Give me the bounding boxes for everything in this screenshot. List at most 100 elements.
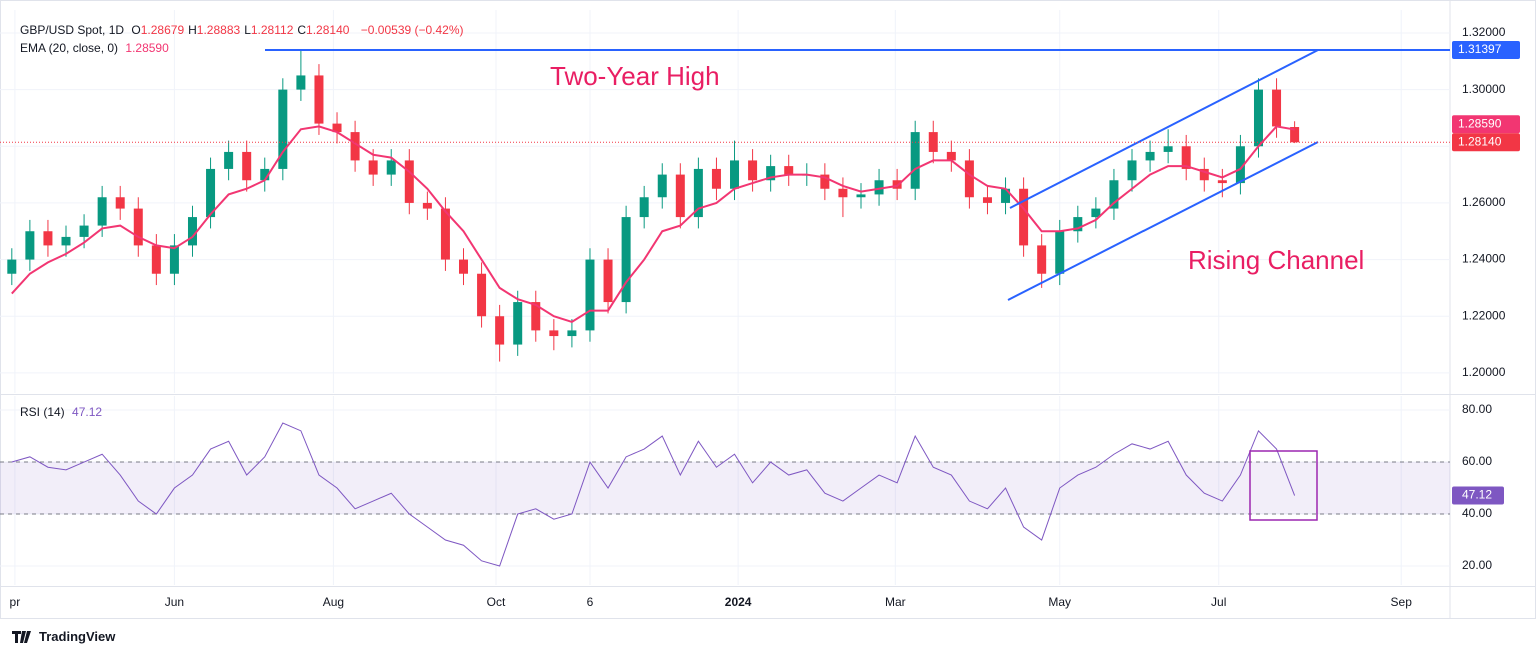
candle-body (730, 160, 740, 189)
y-tick-label: 1.24000 (1462, 252, 1506, 266)
ohlc-key: H (188, 23, 197, 37)
candle-body (1091, 208, 1101, 218)
price-header: GBP/USD Spot, 1D O1.28679 H1.28883 L1.2811… (20, 23, 468, 37)
rsi-name: RSI (14) (20, 405, 65, 419)
y-tick-label: 1.26000 (1462, 195, 1506, 209)
rsi-value: 47.12 (72, 405, 103, 419)
candle-body (187, 217, 197, 246)
candle-body (224, 151, 234, 169)
ema-label: 1.28590 (1458, 116, 1502, 130)
y-tick-label: 60.00 (1462, 454, 1492, 468)
candle-body (1109, 180, 1119, 209)
candle-body (748, 160, 758, 181)
candle-body (1163, 146, 1173, 152)
candle-body (404, 160, 414, 203)
ohlc-value: 1.28112 (250, 23, 294, 37)
logo (12, 630, 31, 643)
candle-body (133, 208, 143, 246)
y-tick-label: 20.00 (1462, 558, 1492, 572)
candle-body (368, 160, 378, 175)
candle-body (820, 174, 830, 189)
candle-body (1073, 217, 1083, 232)
candle-body (784, 166, 794, 175)
candle-body (567, 330, 577, 337)
y-tick-label: 1.22000 (1462, 308, 1506, 322)
price-label-box (1452, 133, 1520, 152)
footer: TradingView (12, 629, 115, 644)
candle-body (639, 197, 649, 218)
candle-body (459, 259, 469, 274)
ohlc-key: O (131, 23, 141, 37)
candle-body (549, 330, 559, 337)
candle-body (115, 197, 125, 209)
price-label: 1.28140 (1458, 134, 1502, 148)
ohlc-key: L (244, 23, 251, 37)
hline-label-box (1452, 41, 1520, 60)
ema-value: 1.28590 (125, 41, 169, 55)
x-tick-label: Mar (885, 595, 906, 609)
rsi-highlight (1249, 450, 1318, 521)
brand: TradingView (39, 629, 116, 644)
candle-body (1235, 146, 1245, 184)
candle-body (711, 168, 721, 189)
channel-upper (1009, 49, 1319, 209)
candle-body (1145, 151, 1155, 161)
candle-body (1199, 168, 1209, 181)
candle-body (766, 166, 776, 181)
x-tick-label: Jun (165, 595, 184, 609)
candle-body (621, 217, 631, 303)
ohlc-value: 1.28140 (306, 23, 350, 37)
x-tick-label: Sep (1391, 595, 1413, 609)
candle-body (1217, 180, 1227, 184)
candle-body (693, 168, 703, 218)
ohlc: O1.28679 H1.28883 L1.28112 C1.28140 (131, 23, 353, 37)
candle-body (513, 302, 523, 345)
ohlc-value: 1.28883 (196, 23, 241, 37)
candle-body (657, 174, 667, 198)
candle-body (314, 75, 324, 124)
candle-body (422, 202, 432, 209)
candle-body (1253, 89, 1263, 147)
candle-body (982, 197, 992, 203)
y-tick-label: 80.00 (1462, 402, 1492, 416)
candle-body (151, 245, 161, 274)
x-tick-label: Jul (1211, 595, 1226, 609)
candle-body (386, 160, 396, 175)
ohlc-key: C (297, 23, 307, 37)
candle-body (531, 302, 541, 331)
candle-body (1037, 245, 1047, 274)
y-tick-label: 40.00 (1462, 506, 1492, 520)
rsi-band (0, 462, 1450, 515)
candle-body (440, 208, 450, 260)
rsi-label-box (1452, 486, 1504, 505)
candle-body (856, 194, 866, 198)
candle-body (675, 174, 685, 218)
candle-body (495, 316, 505, 345)
plot-border (0, 0, 1536, 619)
candle-body (260, 168, 270, 181)
candle-body (97, 197, 107, 226)
x-tick-label: pr (10, 595, 21, 609)
candle-body (278, 89, 288, 169)
candle-body (7, 259, 17, 274)
y-tick-label: 1.32000 (1462, 25, 1506, 39)
x-tick-label: Aug (323, 595, 344, 609)
candle-body (603, 259, 613, 303)
channel-lower (1007, 141, 1319, 301)
candle-body (332, 123, 342, 133)
x-tick-label: 2024 (725, 595, 752, 609)
candle-body (838, 188, 848, 198)
symbol: GBP/USD Spot, 1D (20, 23, 125, 37)
candle-body (1001, 188, 1011, 203)
y-tick-label: 1.30000 (1462, 82, 1506, 96)
rsi-line (11, 422, 1296, 567)
rsi-header: RSI (14) 47.12 (20, 405, 106, 419)
x-tick-label: 6 (587, 595, 594, 609)
candle-body (874, 180, 884, 195)
annotation: Two-Year High (550, 61, 720, 91)
change: −0.00539 (−0.42%) (360, 23, 464, 37)
x-tick-label: May (1048, 595, 1071, 609)
ema-name: EMA (20, close, 0) (20, 41, 119, 55)
